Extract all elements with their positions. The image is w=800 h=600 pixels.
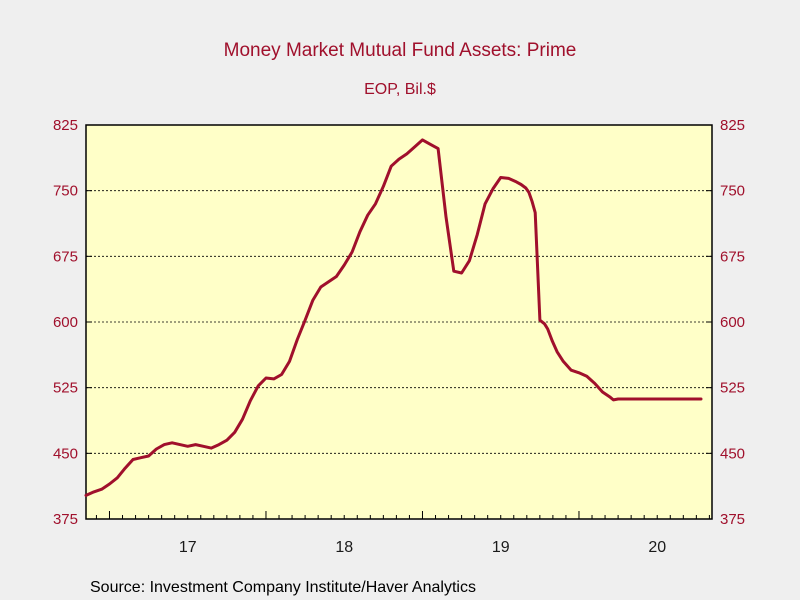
y-tick-label-right: 750	[720, 183, 745, 200]
y-tick-label-left: 450	[53, 445, 78, 462]
source-note: Source: Investment Company Institute/Hav…	[90, 579, 476, 596]
y-tick-label-left: 600	[53, 314, 78, 331]
series-group	[84, 138, 703, 497]
y-tick-label-right: 375	[720, 511, 745, 528]
y-tick-label-left: 675	[53, 248, 78, 265]
y-tick-label-right: 600	[720, 314, 745, 331]
y-tick-label-right: 450	[720, 445, 745, 462]
x-tick-label: 17	[179, 539, 197, 556]
x-tick-label: 18	[335, 539, 353, 556]
y-tick-label-left: 525	[53, 380, 78, 397]
y-tick-label-right: 825	[720, 117, 745, 134]
y-axis-right: 825 750 675 600 525 450 375	[706, 117, 745, 528]
y-tick-label-left: 750	[53, 183, 78, 200]
series-line	[84, 138, 703, 497]
grid-lines	[86, 190, 712, 454]
x-axis: 17 18 19 20	[95, 511, 710, 556]
x-tick-label: 19	[492, 539, 510, 556]
y-tick-label-right: 525	[720, 380, 745, 397]
y-tick-label-right: 675	[720, 248, 745, 265]
y-axis-left: 825 750 675 600 525 450 375	[53, 117, 92, 528]
chart-title: Money Market Mutual Fund Assets: Prime	[224, 40, 577, 61]
y-tick-label-left: 825	[53, 117, 78, 134]
x-tick-label: 20	[648, 539, 666, 556]
chart-subtitle: EOP, Bil.$	[364, 81, 436, 98]
y-tick-label-left: 375	[53, 511, 78, 528]
